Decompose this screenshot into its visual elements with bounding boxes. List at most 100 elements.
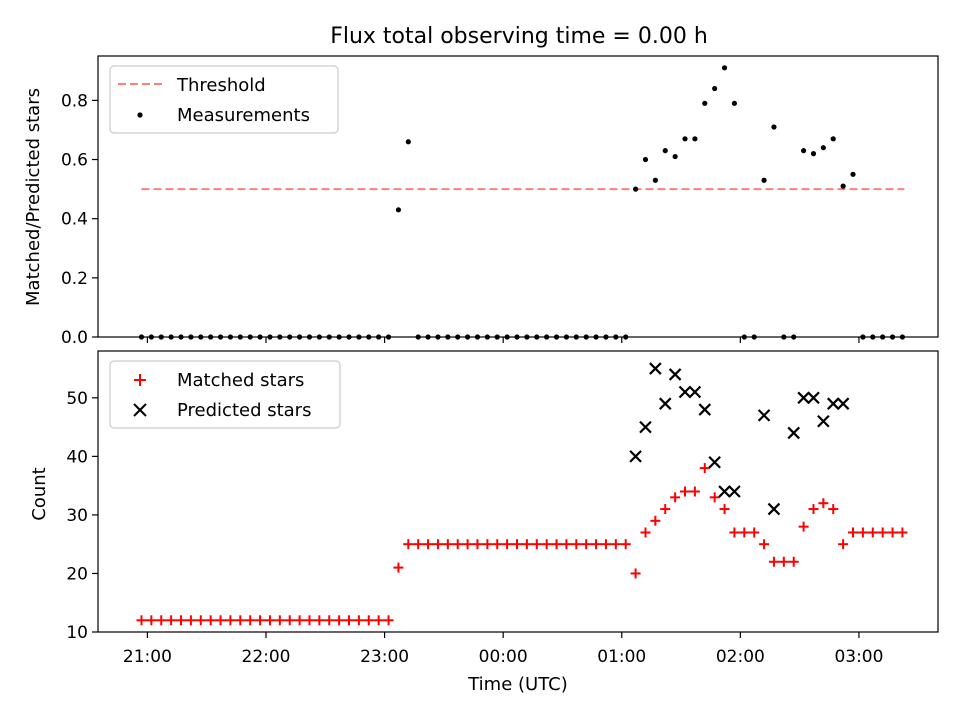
predicted-star-point [629, 450, 642, 463]
figure-title: Flux total observing time = 0.00 h [330, 24, 708, 49]
top-y-tick-label: 0.6 [61, 151, 88, 171]
measurement-point [682, 136, 688, 142]
predicted-star-stroke [629, 450, 642, 463]
matched-star-point [353, 615, 364, 626]
predicted-star-stroke [826, 397, 840, 410]
matched-star-point [561, 539, 572, 550]
x-tick-label: 21:00 [123, 647, 172, 667]
predicted-star-stroke [767, 502, 781, 516]
matched-star-point [848, 527, 859, 538]
x-axis-label: Time (UTC) [467, 674, 568, 695]
matched-star-point [699, 463, 710, 474]
predicted-star-stroke [817, 414, 830, 428]
predicted-star-point [668, 368, 682, 381]
bottom-y-tick-label: 50 [66, 389, 88, 409]
matched-star-point [452, 539, 463, 550]
predicted-star-stroke [668, 368, 682, 381]
matched-star-point [670, 492, 681, 503]
x-tick-label: 01:00 [597, 647, 646, 667]
top-panel: 0.00.20.40.60.8 Matched/Predicted stars … [23, 55, 939, 348]
predicted-star-stroke [718, 485, 731, 498]
matched-star-point [778, 556, 789, 567]
measurement-point [395, 207, 402, 213]
measurement-point [830, 136, 836, 142]
top-axes-frame [97, 55, 939, 338]
matched-star-point [205, 615, 216, 626]
matched-star-point [630, 568, 641, 579]
predicted-star-stroke [797, 391, 810, 405]
measurement-point [761, 177, 767, 183]
matched-star-point [413, 539, 424, 550]
measurement-point [662, 148, 668, 154]
predicted-star-point [787, 426, 800, 440]
predicted-star-stroke [678, 385, 692, 399]
matched-star-point [857, 527, 868, 538]
matched-star-point [729, 527, 740, 538]
predicted-star-point [807, 391, 820, 405]
matched-star-point [768, 556, 779, 567]
measurement-point [633, 186, 639, 192]
matched-star-point [403, 539, 414, 550]
predicted-star-stroke [836, 397, 850, 410]
bottom-axes-frame [97, 350, 939, 633]
matched-star-point [344, 615, 355, 626]
measurements-legend-swatch [137, 112, 143, 118]
predicted-star-point [658, 397, 672, 410]
matched-star-point [689, 486, 700, 497]
top-plot-marks [138, 65, 906, 340]
matched-star-point [719, 504, 730, 515]
x-tick-label: 00:00 [479, 647, 528, 667]
predicted-star-stroke [708, 455, 721, 469]
measurement-point [672, 153, 678, 160]
predicted-star-point [688, 385, 702, 399]
measurement-point [642, 156, 649, 163]
matched-star-point [867, 527, 878, 538]
predicted-legend-label: Predicted stars [177, 400, 311, 421]
matched-star-point [264, 615, 275, 626]
top-y-tick-label: 0.4 [61, 210, 88, 230]
matched-star-point [245, 615, 256, 626]
matched-star-point [482, 539, 493, 550]
matched-star-point [472, 539, 483, 550]
matched-star-point [274, 615, 285, 626]
measurement-point [801, 148, 807, 154]
matched-star-point [749, 527, 760, 538]
bottom-legend-box [109, 360, 341, 429]
matched-star-point [146, 615, 157, 626]
matched-star-point [531, 539, 542, 550]
matched-star-point [521, 539, 532, 550]
predicted-star-stroke [728, 485, 741, 498]
matched-star-point [798, 521, 809, 532]
matched-star-point [660, 504, 671, 515]
matched-star-point [294, 615, 305, 626]
matched-star-point [581, 539, 592, 550]
measurement-point [840, 183, 846, 189]
measurement-point [850, 171, 856, 177]
matched-star-point [462, 539, 473, 550]
predicted-star-stroke [787, 426, 800, 440]
matched-star-point [383, 615, 394, 626]
bottom-y-ticks: 10 20 30 40 50 [66, 389, 98, 643]
matched-star-point [640, 527, 651, 538]
predicted-star-stroke [807, 391, 820, 405]
top-y-tick-label: 0.8 [61, 91, 88, 111]
matched-star-point [828, 504, 839, 515]
matched-star-point [284, 615, 295, 626]
matched-star-point [136, 615, 147, 626]
matched-star-point [185, 615, 196, 626]
predicted-star-point [767, 502, 781, 516]
matched-star-point [363, 615, 374, 626]
matched-star-point [541, 539, 552, 550]
matched-star-point [314, 615, 325, 626]
matched-star-point [393, 562, 404, 573]
bottom-y-axis-label: Count [29, 467, 50, 520]
matched-star-point [512, 539, 523, 550]
top-legend-box [109, 65, 339, 134]
matched-star-point [255, 615, 266, 626]
x-tick-label: 02:00 [716, 647, 765, 667]
predicted-star-point [678, 385, 692, 399]
matched-star-point [176, 615, 187, 626]
matched-star-point [492, 539, 503, 550]
measurements-legend-label: Measurements [177, 105, 310, 126]
